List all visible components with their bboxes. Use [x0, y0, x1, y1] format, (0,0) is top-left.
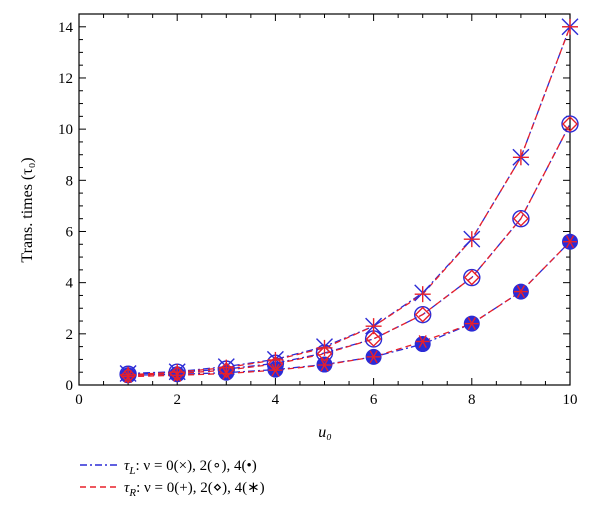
data-point-R-nu4: [121, 370, 136, 383]
marker-stroke: [222, 367, 231, 380]
data-point-R-nu0: [414, 286, 431, 303]
marker-stroke: [123, 370, 133, 383]
data-point-R-nu0: [463, 231, 480, 248]
x-axis-title: u₀: [318, 424, 332, 441]
legend-label-R: τR: ν = 0(+), 2(⋄), 4(∗): [124, 480, 265, 499]
data-point-R-nu4: [415, 335, 430, 348]
data-point-R-nu2: [218, 362, 235, 379]
data-point-R-nu2: [512, 210, 529, 227]
marker-stroke: [565, 235, 575, 249]
y-tick-label: 12: [58, 71, 73, 87]
data-point-R-nu2: [365, 330, 382, 347]
x-tick-label: 6: [370, 392, 378, 408]
marker-stroke: [320, 358, 329, 372]
x-tick-label: 4: [272, 392, 280, 408]
marker-stroke: [173, 368, 182, 382]
data-point-R-nu4: [317, 358, 332, 372]
data-markers: [119, 18, 579, 384]
y-tick-label: 14: [58, 20, 74, 36]
data-point-R-nu0: [267, 351, 284, 368]
data-point-L-nu2: [561, 115, 579, 133]
y-tick-label: 10: [58, 122, 73, 138]
data-point-R-nu4: [170, 368, 185, 382]
y-tick-label: 6: [66, 224, 74, 240]
x-tick-label: 10: [563, 392, 578, 408]
data-point-L-nu2: [414, 305, 432, 324]
series-line-R-nu2: [128, 123, 571, 377]
data-point-R-nu0: [562, 18, 578, 35]
marker-stroke: [516, 285, 526, 299]
data-point-L-nu4: [414, 336, 431, 353]
marker-stroke: [369, 350, 378, 364]
y-axis-title: Trans. times (τ₀): [19, 157, 36, 262]
axes: 0 2 4 6 8 10 0 2 4 6 8 10 12 14: [58, 13, 578, 408]
y-tick-label: 2: [66, 327, 74, 343]
data-point-R-nu2: [316, 345, 333, 362]
marker-stroke: [467, 317, 476, 331]
legend: τL: ν = 0(×), 2(∘), 4(•) τR: ν = 0(+), 2(…: [80, 458, 265, 499]
data-point-R-nu4: [268, 363, 283, 377]
data-point-R-nu0: [316, 339, 333, 356]
data-point-R-nu4: [513, 285, 528, 299]
data-point-R-nu4: [219, 367, 234, 380]
data-point-R-nu2: [169, 365, 186, 382]
data-series: [128, 26, 571, 378]
data-point-L-nu2: [512, 209, 530, 228]
data-point-R-nu0: [512, 149, 529, 166]
marker-stroke: [271, 363, 280, 377]
x-tick-label: 0: [75, 392, 83, 408]
data-point-R-nu2: [120, 367, 137, 384]
series-line-R-nu4: [128, 241, 571, 378]
data-point-R-nu4: [563, 235, 577, 249]
legend-label-L: τL: ν = 0(×), 2(∘), 4(•): [124, 458, 257, 477]
series-line-R-nu0: [128, 26, 571, 376]
y-tick-label: 0: [66, 378, 74, 394]
data-point-R-nu4: [464, 317, 479, 331]
data-point-R-nu2: [463, 269, 480, 286]
data-point-R-nu4: [366, 350, 381, 364]
x-tick-label: 8: [468, 392, 476, 408]
x-tick-label: 2: [173, 392, 181, 408]
data-point-L-nu2: [463, 268, 481, 287]
data-point-R-nu2: [562, 116, 578, 133]
marker-stroke: [418, 335, 427, 348]
data-point-R-nu2: [414, 306, 431, 323]
y-tick-label: 8: [66, 173, 74, 189]
y-tick-label: 4: [66, 276, 74, 292]
